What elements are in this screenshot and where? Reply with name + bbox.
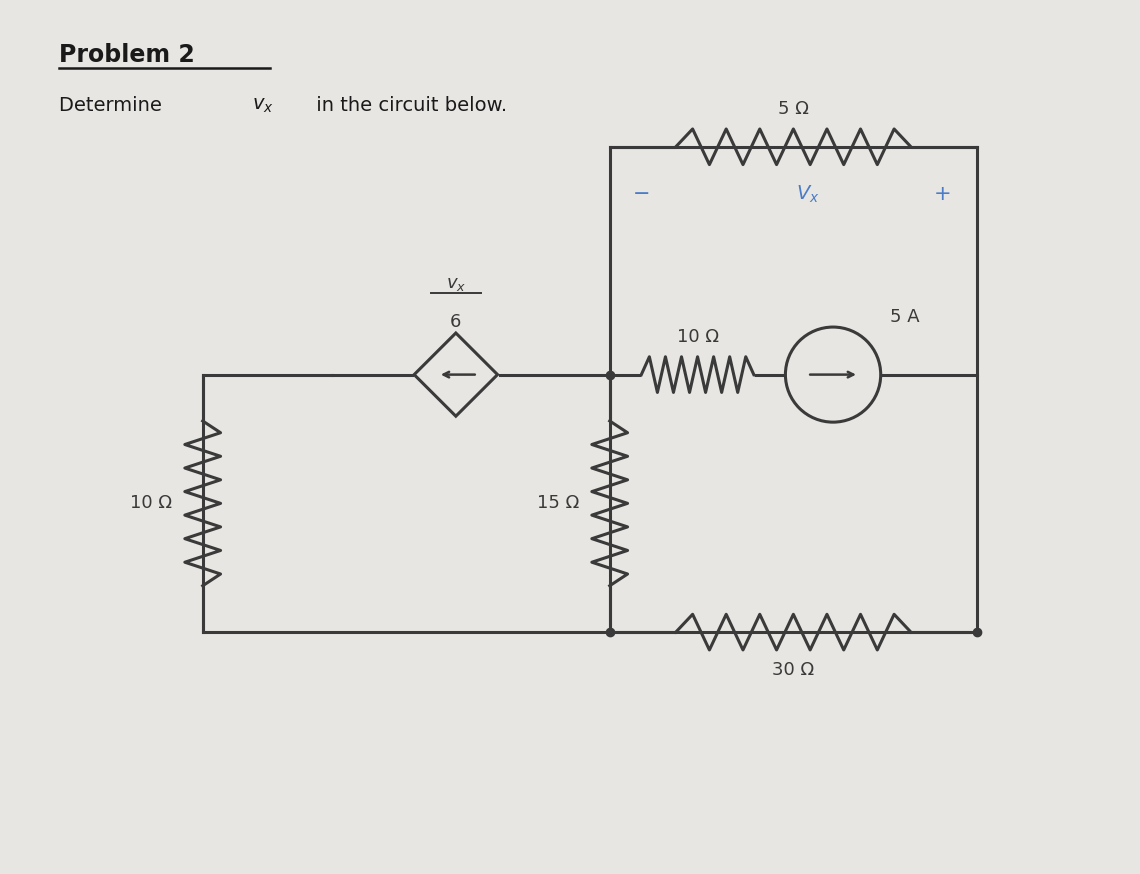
Text: −: − xyxy=(633,184,650,205)
Text: 10 Ω: 10 Ω xyxy=(130,495,172,512)
Text: 5 A: 5 A xyxy=(889,309,919,326)
Text: 30 Ω: 30 Ω xyxy=(772,661,814,679)
Text: $v_x$: $v_x$ xyxy=(446,275,466,294)
Text: Problem 2: Problem 2 xyxy=(59,43,195,66)
Text: 15 Ω: 15 Ω xyxy=(537,495,579,512)
Text: 6: 6 xyxy=(450,313,462,331)
Text: +: + xyxy=(934,184,951,205)
Text: $V_x$: $V_x$ xyxy=(797,184,820,205)
Text: Determine: Determine xyxy=(59,95,168,114)
Text: $v_x$: $v_x$ xyxy=(252,95,274,114)
Text: in the circuit below.: in the circuit below. xyxy=(310,95,507,114)
Text: 5 Ω: 5 Ω xyxy=(777,101,808,118)
Text: 10 Ω: 10 Ω xyxy=(676,328,718,346)
